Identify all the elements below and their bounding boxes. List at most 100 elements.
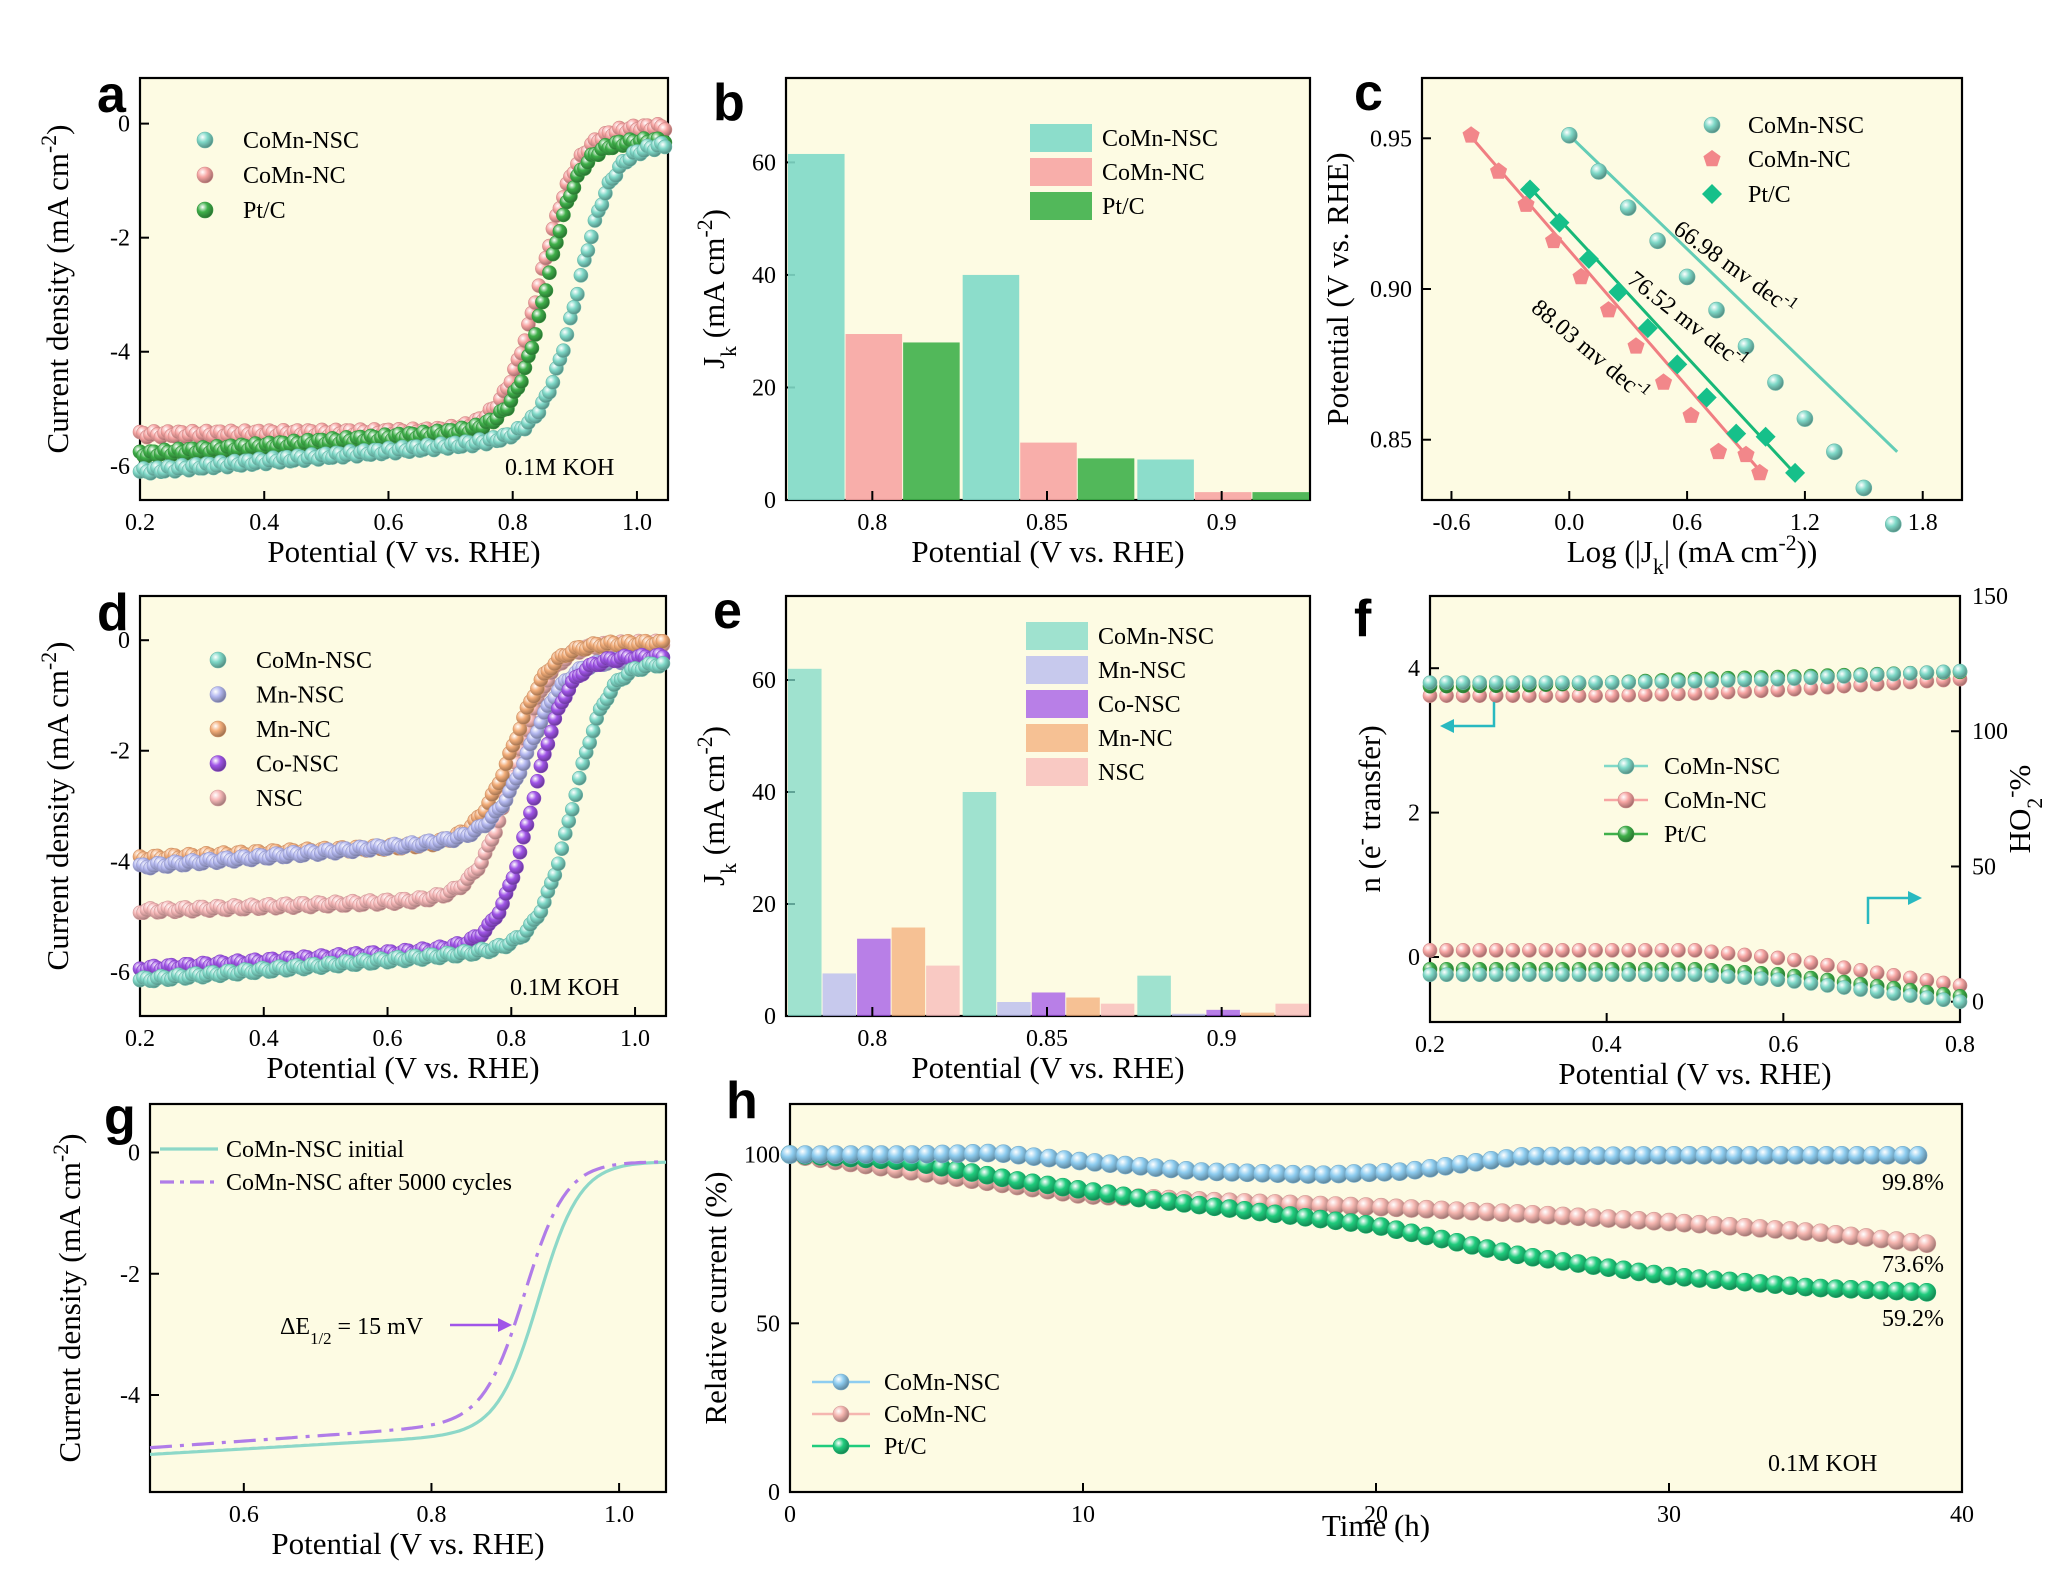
y-tick-label: -2	[110, 226, 130, 252]
x-tick-label: 1.0	[620, 1026, 650, 1052]
y-axis-title: Current density (mA cm-2)	[37, 642, 75, 971]
y-axis-title-part: )	[40, 642, 75, 652]
legend-marker	[196, 201, 214, 219]
y-axis-title-part: Current density	[40, 778, 75, 970]
panel-g: 0.6 0.8 1.0 -4 -2 0 Potential (V vs. RHE) Curre…	[49, 1102, 668, 1561]
h-point-CoMn-NC	[1472, 943, 1487, 958]
x-axis-title-part: ))	[1797, 534, 1818, 569]
legend-label: Mn-NSC	[1098, 658, 1186, 684]
x-tick-label: 0.6	[373, 1026, 403, 1052]
data-point-CoMn-NSC	[554, 841, 570, 857]
delta-annotation-part: 1/2	[310, 1329, 331, 1348]
data-point-Pt/C	[1726, 423, 1747, 444]
bar-Mn-NC	[1240, 1012, 1275, 1016]
y-axis-title-part: )	[52, 1134, 87, 1144]
h-point-CoMn-NSC	[1638, 967, 1653, 982]
legend-swatch	[1026, 656, 1088, 684]
panel-a: 0.2 0.4 0.6 0.8 1.0 -6 -4 -2 0 Potential (V vs. R…	[37, 76, 673, 569]
x-axis-title: Time (h)	[1322, 1508, 1430, 1543]
h-point-CoMn-NC	[1753, 949, 1769, 964]
y-axis-title: Current density (mA cm-2)	[37, 125, 75, 454]
y-axis-title-part: Relative current (%)	[698, 1171, 733, 1424]
panel-label-e: e	[713, 582, 742, 640]
data-point-Co-NSC	[509, 859, 524, 875]
x-tick-label: 10	[1071, 1502, 1095, 1528]
retention-label: 99.8%	[1882, 1170, 1944, 1196]
data-point-Pt/C	[556, 207, 571, 223]
legend-swatch	[1030, 192, 1092, 220]
x-axis-title: Potential (V vs. RHE)	[911, 1050, 1184, 1085]
data-point-Pt/C	[1520, 179, 1540, 200]
y-axis-title-part: k	[717, 346, 741, 357]
h-point-CoMn-NC	[1737, 947, 1752, 963]
data-point-CoMn-NSC	[1737, 337, 1755, 355]
x-axis-title-part: Potential (V vs. RHE)	[911, 534, 1184, 569]
data-point-CoMn-NSC	[573, 268, 589, 283]
data-point-CoMn-NSC	[559, 327, 575, 342]
x-tick-label: -0.6	[1432, 510, 1470, 536]
n-point-CoMn-NSC	[1753, 672, 1769, 687]
n-point-CoMn-NSC	[1737, 672, 1752, 688]
y-axis-title: Potential (V vs. RHE)	[1320, 152, 1355, 425]
x-axis-title: Log (|Jk| (mA cm-2))	[1567, 531, 1818, 579]
h-point-CoMn-NC	[1488, 943, 1504, 958]
data-point-CoMn-NSC	[584, 229, 599, 245]
y-tick-label: 40	[752, 263, 776, 289]
bar-CoMn-NSC	[962, 274, 1020, 500]
legend-label: CoMn-NSC	[1102, 126, 1218, 152]
bar-Mn-NSC	[1171, 1013, 1206, 1016]
y2-axis-title-part: %	[2002, 765, 2037, 791]
plot-frame-a	[138, 76, 670, 502]
n-point-CoMn-NSC	[1952, 663, 1968, 679]
h-point-CoMn-NC	[1886, 968, 1902, 983]
data-point-Pt/C	[1917, 1282, 1937, 1302]
panel-b: 0 20 40 60 0.8 0.85 0.9 Potential (V vs. RHE) Jk…	[693, 76, 1312, 569]
h-point-CoMn-NC	[1687, 943, 1703, 958]
h-point-CoMn-NSC	[1555, 967, 1570, 982]
data-point-CoMn-NSC	[568, 787, 584, 803]
annotation-arrow-head	[498, 1318, 512, 1332]
h-point-CoMn-NSC	[1737, 970, 1752, 986]
panel-label-g: g	[104, 1088, 136, 1146]
data-point-CoMn-NSC	[1908, 1145, 1928, 1165]
y-axis-title: Current density (mA cm-2)	[49, 1134, 87, 1463]
data-point-CoMn-NC	[1627, 337, 1645, 354]
data-point-Pt/C	[1371, 1217, 1391, 1236]
x-axis-title: Potential (V vs. RHE)	[911, 534, 1184, 569]
bar-NSC	[926, 965, 960, 1016]
legend-label: Pt/C	[1664, 822, 1707, 848]
data-point-CoMn-NC	[1462, 126, 1480, 143]
x-tick-label: 0.2	[1415, 1032, 1445, 1058]
legend-label: Co-NSC	[256, 752, 339, 778]
n-point-CoMn-NSC	[1638, 674, 1653, 690]
plot-frame-d	[138, 594, 668, 1018]
data-point-CoMn-NSC	[545, 374, 561, 390]
legend-marker	[832, 1437, 850, 1455]
panel-e: 0 20 40 60 0.8 0.85 0.9 Potential (V vs. RHE) Jk…	[693, 594, 1312, 1085]
n-point-CoMn-NSC	[1869, 667, 1885, 683]
data-point-Pt/C	[1417, 1226, 1436, 1246]
y-axis-title-part: k	[717, 863, 741, 874]
h-point-CoMn-NSC	[1919, 990, 1935, 1005]
y-tick-label: 0	[764, 488, 776, 514]
h-point-CoMn-NSC	[1522, 967, 1537, 982]
data-point-CoMn-NSC	[1708, 301, 1725, 319]
x-axis-title-part: Potential (V vs. RHE)	[911, 1050, 1184, 1085]
x-tick-label: 0.6	[229, 1502, 259, 1528]
data-point-CoMn-NSC	[580, 243, 596, 258]
y-tick-label: -4	[110, 340, 130, 366]
n-point-CoMn-NSC	[1720, 673, 1736, 688]
bar-CoMn-NSC	[1137, 975, 1171, 1016]
legend-swatch	[1026, 622, 1088, 650]
plot-frame-f	[1428, 594, 1962, 1024]
data-point-Pt/C	[1402, 1223, 1421, 1243]
x-axis-title: Potential (V vs. RHE)	[267, 534, 540, 569]
n-point-CoMn-NC	[1621, 687, 1637, 703]
y-tick-label: -6	[110, 960, 130, 986]
data-point-Pt/C	[1637, 318, 1658, 339]
legend-label: CoMn-NSC	[1664, 754, 1780, 780]
annotation-text: 0.1M KOH	[505, 455, 614, 481]
panel-label-f: f	[1354, 590, 1372, 648]
x-tick-label: 0.8	[498, 510, 528, 536]
